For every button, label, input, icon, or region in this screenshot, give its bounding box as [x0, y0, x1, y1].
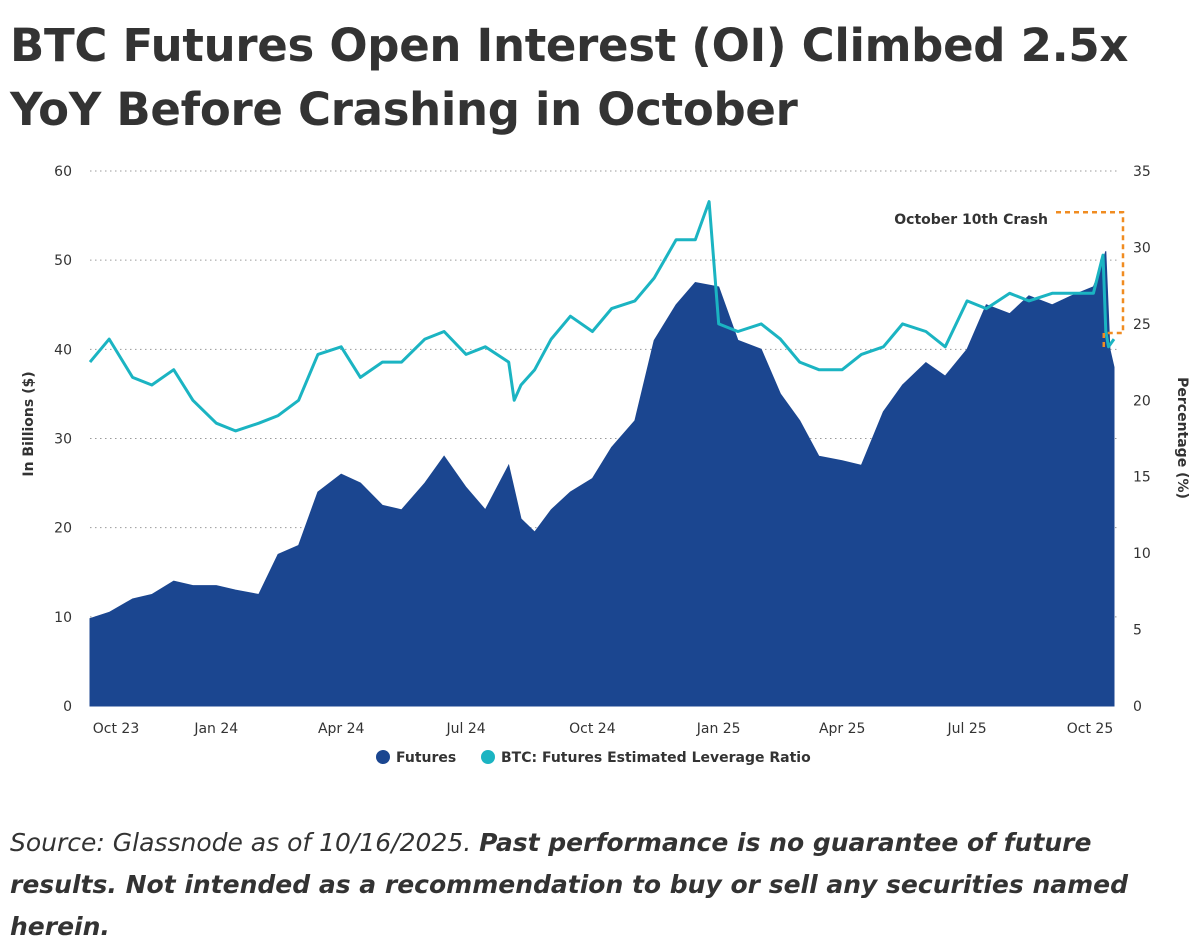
- left-axis-tick-label: 60: [54, 164, 72, 180]
- x-axis-tick-label: Jan 25: [696, 721, 741, 737]
- right-axis-tick-label: 20: [1133, 393, 1151, 409]
- annotation-layer: October 10th Crash: [894, 211, 1125, 350]
- right-axis-ticks: 0 5 10 15 20 25 30 35: [1133, 164, 1151, 715]
- right-axis-tick-label: 15: [1133, 470, 1151, 486]
- x-axis-tick-label: Oct 24: [569, 721, 616, 737]
- right-axis-tick-label: 35: [1133, 164, 1151, 180]
- right-axis-tick-label: 0: [1133, 699, 1142, 715]
- legend-marker: [481, 750, 495, 764]
- x-axis-tick-label: Apr 24: [318, 721, 365, 737]
- futures-area-layer: [89, 251, 1115, 707]
- y-axis-title-left: In Billions ($): [21, 371, 37, 476]
- left-axis-tick-label: 0: [63, 699, 72, 715]
- disclaimer-text: Past performance is no guarantee of futu…: [10, 828, 1129, 941]
- x-axis-tick-label: Jan 24: [193, 721, 238, 737]
- chart-title: BTC Futures Open Interest (OI) Climbed 2…: [10, 19, 1129, 136]
- legend-label: Futures: [396, 750, 456, 766]
- right-axis-tick-label: 10: [1133, 546, 1151, 562]
- legend-marker: [376, 750, 390, 764]
- chart: 0 10 20 30 40 50 60 0 5 10 15 20 25 30 35 Oct 23 Jan 2…: [21, 164, 1190, 766]
- leverage-ratio-line: [88, 200, 1116, 433]
- left-axis-tick-label: 10: [54, 610, 72, 626]
- left-axis-tick-label: 40: [54, 342, 72, 358]
- x-axis-ticks: Oct 23 Jan 24 Apr 24 Jul 24 Oct 24 Jan 25 Apr …: [93, 721, 1113, 737]
- right-axis-tick-label: 25: [1133, 317, 1151, 333]
- x-axis-tick-label: Oct 23: [93, 721, 139, 737]
- futures-area: [89, 251, 1115, 707]
- left-axis-tick-label: 50: [54, 253, 72, 269]
- annotation-label: October 10th Crash: [894, 212, 1048, 228]
- x-axis-tick-label: Jul 25: [947, 721, 987, 737]
- x-axis-tick-label: Apr 25: [819, 721, 865, 737]
- right-axis-tick-label: 5: [1133, 623, 1142, 639]
- left-axis-tick-label: 20: [54, 521, 72, 537]
- left-axis-ticks: 0 10 20 30 40 50 60: [54, 164, 72, 715]
- x-axis-tick-label: Jul 24: [446, 721, 486, 737]
- legend: Futures BTC: Futures Estimated Leverage R…: [376, 750, 811, 766]
- source-text: Source: Glassnode as of 10/16/2025.: [10, 828, 480, 857]
- source-note: Source: Glassnode as of 10/16/2025. Past…: [10, 822, 1160, 948]
- leverage-line-layer: [88, 200, 1116, 433]
- left-axis-tick-label: 30: [54, 432, 72, 448]
- legend-label: BTC: Futures Estimated Leverage Ratio: [501, 750, 811, 766]
- right-axis-tick-label: 30: [1133, 240, 1151, 256]
- x-axis-tick-label: Oct 25: [1067, 721, 1113, 737]
- y-axis-title-right: Percentage (%): [1174, 377, 1190, 499]
